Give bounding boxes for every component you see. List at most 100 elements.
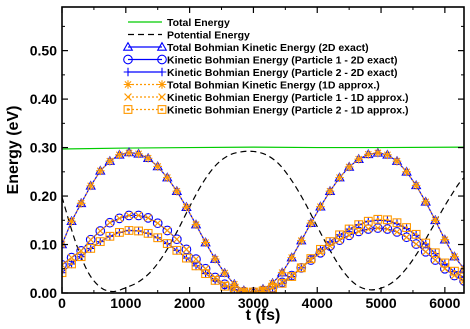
square-marker: [143, 228, 153, 238]
series-line: [62, 146, 464, 150]
square-marker: [325, 237, 335, 247]
square-marker-dot: [319, 248, 322, 251]
asterisk-marker: [268, 279, 277, 288]
x-tick-label: 4000: [302, 295, 333, 311]
x-tick-label: 5000: [365, 295, 396, 311]
legend-label: Kinetic Bohmian Energy (Particle 2 - 2D …: [167, 67, 398, 79]
square-marker: [335, 230, 344, 240]
square-marker-dot: [126, 108, 130, 111]
square-marker-dot: [386, 218, 389, 222]
square-marker: [105, 231, 115, 241]
square-marker-box: [67, 259, 76, 269]
square-marker: [220, 281, 230, 291]
square-marker-dot: [175, 249, 179, 252]
square-marker: [277, 278, 287, 288]
cross-marker: [412, 240, 420, 248]
legend-entry-6: Total Bohmian Kinetic Energy (1D approx.…: [123, 79, 380, 91]
square-marker-box: [123, 105, 133, 114]
square-marker-dot: [367, 220, 370, 223]
square-marker-dot: [156, 236, 159, 239]
square-marker: [430, 248, 440, 258]
series-2: [62, 150, 464, 293]
square-marker-box: [296, 263, 306, 273]
legend-label: Total Bohmian Kinetic Energy (2D exact): [167, 42, 369, 54]
cross-marker: [106, 218, 114, 227]
asterisk-marker: [287, 253, 297, 262]
cross-marker: [144, 214, 152, 222]
cross-marker: [354, 227, 363, 236]
square-marker: [162, 239, 172, 248]
square-marker-dot: [424, 241, 427, 245]
y-tick-label: 0.20: [30, 188, 57, 204]
square-marker: [402, 223, 411, 232]
square-marker-box: [134, 226, 143, 236]
asterisk-marker: [123, 80, 133, 89]
plus-marker: [157, 67, 167, 77]
asterisk-marker: [115, 150, 124, 160]
cross-marker: [393, 228, 401, 236]
square-marker-dot: [338, 233, 341, 237]
square-marker-box: [95, 237, 105, 247]
square-marker-dot: [261, 289, 265, 293]
asterisk-marker: [157, 80, 167, 89]
legend-label: Total Bohmian Kinetic Energy (1D approx.…: [167, 79, 380, 91]
square-marker-box: [105, 231, 115, 241]
asterisk-marker: [153, 162, 163, 171]
plot-area: [62, 146, 464, 293]
square-marker-dot: [271, 286, 274, 290]
square-marker: [363, 216, 373, 226]
cross-marker: [421, 247, 430, 256]
asterisk-marker: [229, 279, 239, 289]
x-tick-label: 3000: [238, 295, 269, 311]
square-marker-dot: [233, 288, 236, 292]
square-marker-dot: [242, 290, 246, 293]
square-marker-dot: [108, 235, 112, 238]
square-marker-box: [76, 252, 86, 262]
legend-entry-3: Total Bohmian Kinetic Energy (2D exact): [122, 41, 369, 54]
legend-entry-2: Potential Energy: [128, 29, 250, 41]
series-6: [62, 148, 464, 293]
asterisk-marker: [201, 238, 210, 247]
asterisk-marker: [162, 173, 172, 182]
asterisk-marker: [239, 286, 249, 293]
square-marker-box: [430, 248, 440, 258]
x-tick-label: 0: [58, 295, 66, 311]
legend-label: Kinetic Bohmian Energy (Particle 1 - 1D …: [167, 92, 409, 104]
circle-marker: [95, 226, 106, 236]
asterisk-marker: [191, 220, 201, 229]
asterisk-marker: [76, 199, 86, 208]
circle-marker: [172, 234, 182, 245]
square-marker-dot: [137, 229, 140, 233]
square-marker-box: [182, 253, 191, 263]
asterisk-marker: [430, 215, 440, 225]
square-marker: [229, 285, 239, 293]
square-marker: [210, 275, 220, 285]
asterisk-marker: [363, 150, 373, 159]
square-marker-box: [450, 266, 459, 276]
cross-marker: [125, 211, 133, 220]
square-marker-dot: [328, 240, 332, 243]
circle-marker: [401, 232, 412, 243]
square-marker-box: [115, 227, 124, 237]
square-marker-box: [402, 223, 411, 232]
square-marker-box: [383, 215, 392, 225]
asterisk-marker: [95, 166, 105, 176]
square-marker-box: [335, 230, 344, 240]
square-marker-box: [277, 278, 287, 288]
asterisk-marker: [86, 181, 96, 191]
square-marker-dot: [194, 264, 198, 268]
square-marker-box: [306, 254, 316, 264]
square-marker-dot: [118, 231, 121, 234]
legend-label: Potential Energy: [167, 29, 250, 41]
asterisk-marker: [306, 218, 316, 228]
square-marker-dot: [223, 285, 226, 288]
square-marker-dot: [79, 255, 83, 258]
square-marker: [153, 233, 163, 243]
square-marker-box: [440, 258, 450, 268]
square-marker-box: [344, 224, 354, 234]
asterisk-marker: [344, 162, 354, 172]
asterisk-marker: [124, 148, 134, 158]
square-marker: [296, 263, 306, 273]
square-marker: [124, 226, 134, 235]
